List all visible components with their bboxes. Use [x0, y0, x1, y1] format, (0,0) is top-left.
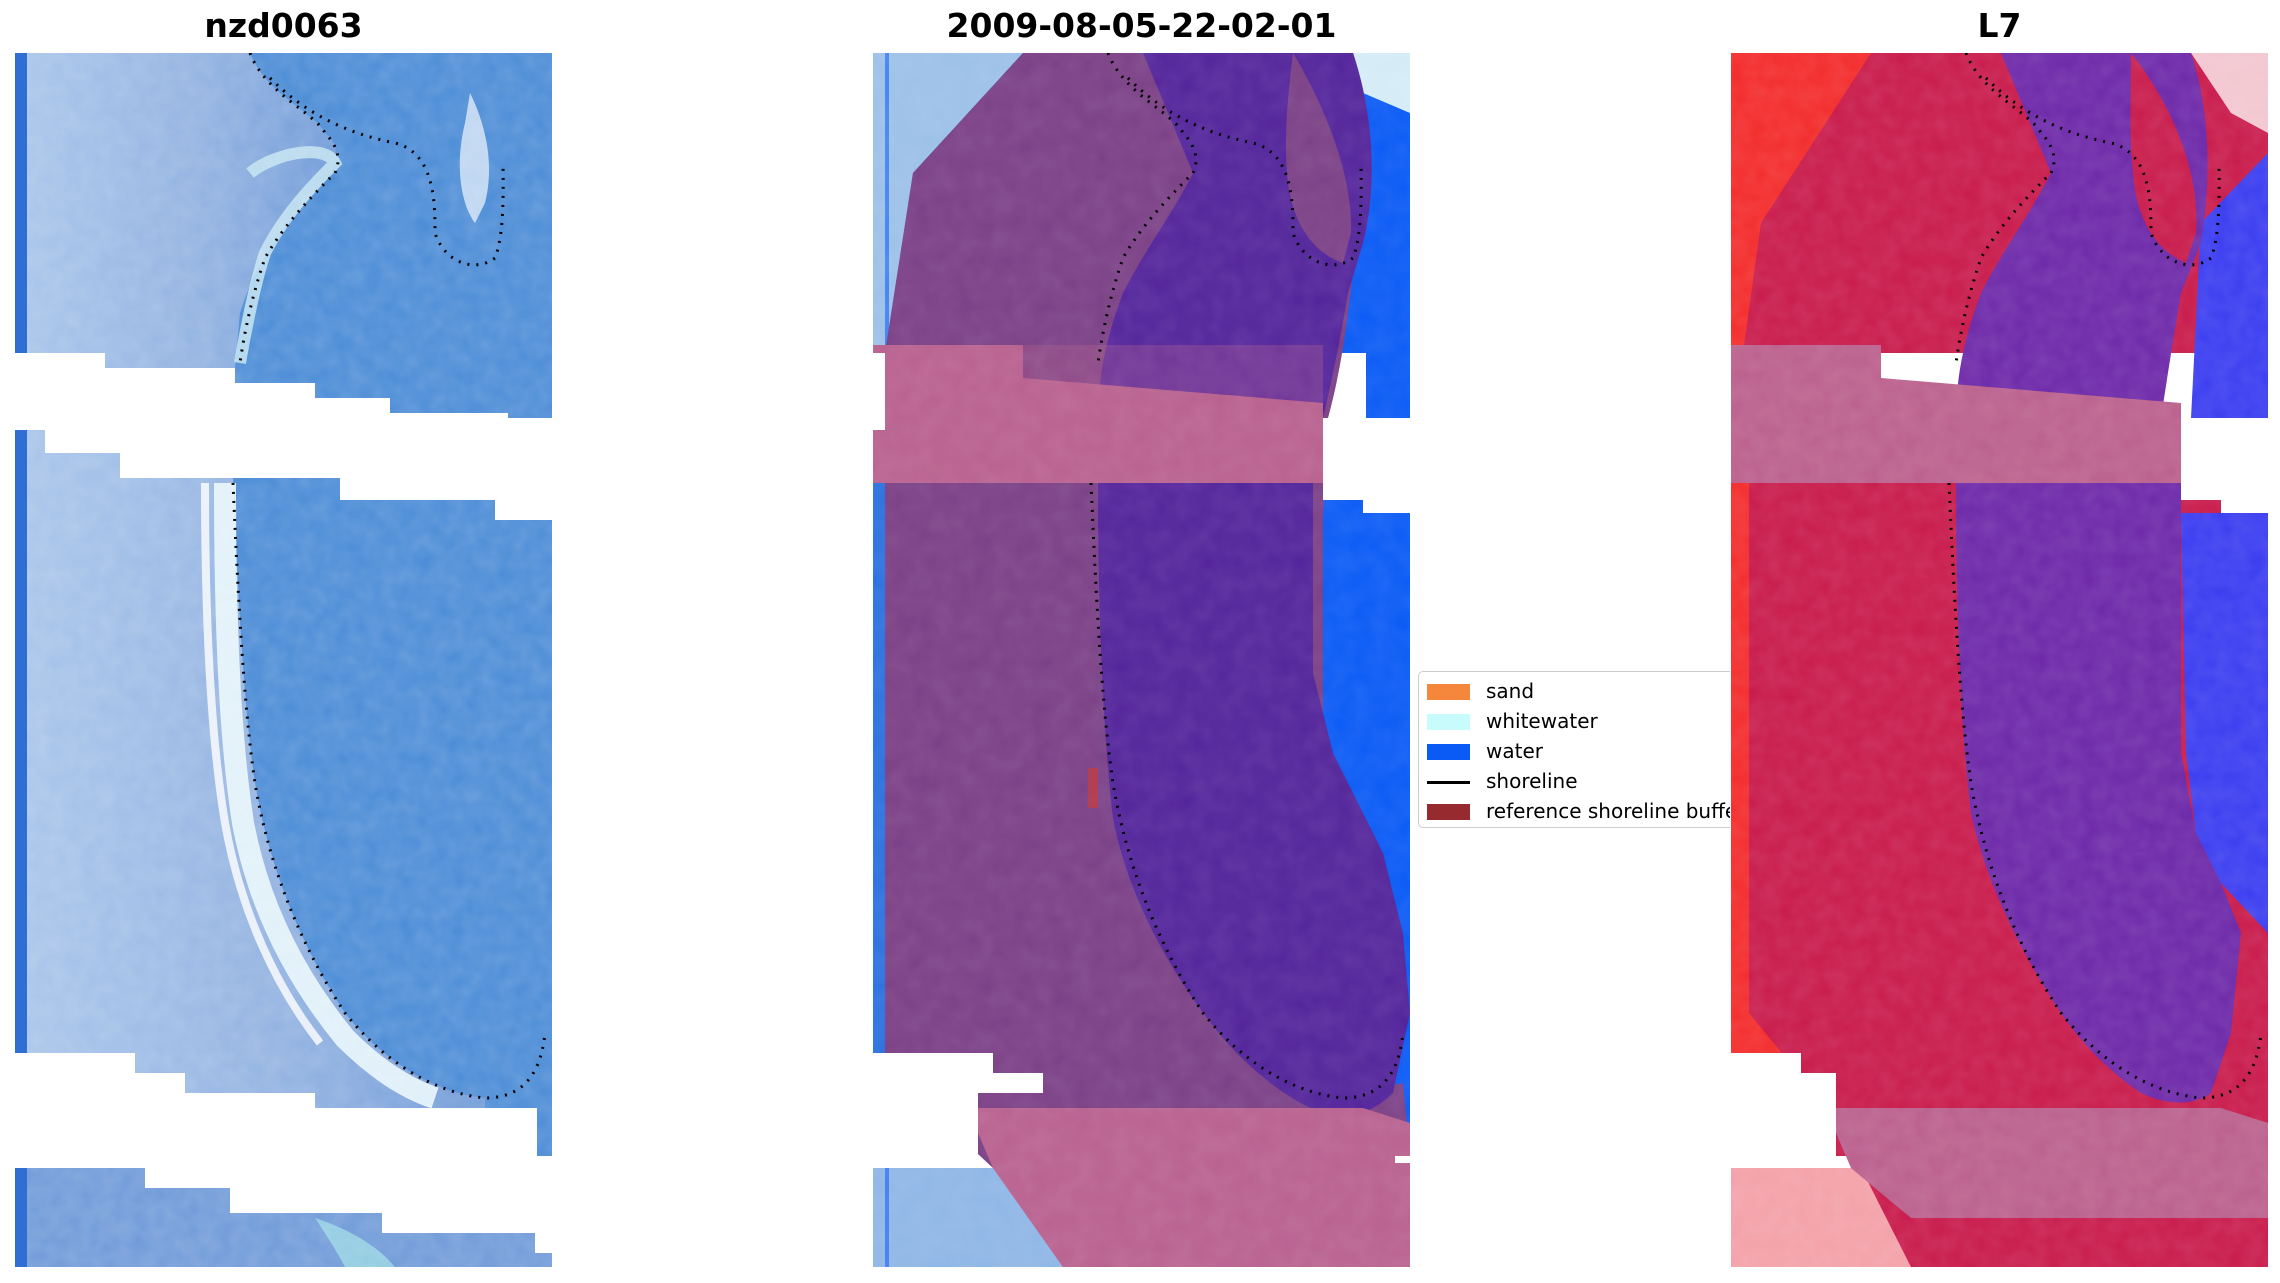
legend-line-shoreline — [1427, 781, 1470, 784]
index-image-panel — [1731, 53, 2268, 1267]
legend-label-reference-buffer: reference shoreline buffer — [1486, 799, 1730, 823]
legend: sand whitewater water shoreline referenc… — [1418, 671, 1730, 828]
legend-item-water: water — [1419, 736, 1730, 766]
nodata-gaps — [873, 353, 1410, 1168]
rgb-image-bottom — [15, 1168, 552, 1267]
legend-label-water: water — [1486, 739, 1543, 763]
classification-panel — [873, 53, 1410, 1267]
legend-item-whitewater: whitewater — [1419, 706, 1730, 736]
panel-title-classification: 2009-08-05-22-02-01 — [946, 6, 1337, 45]
rgb-image-panel — [15, 53, 552, 1267]
legend-item-shoreline: shoreline — [1419, 766, 1730, 796]
legend-swatch-reference-buffer — [1427, 804, 1470, 820]
sand-pixel-patch — [1088, 768, 1098, 808]
legend-label-shoreline: shoreline — [1486, 769, 1578, 793]
index-nodata-gaps — [1731, 418, 2268, 1168]
legend-label-sand: sand — [1486, 679, 1535, 703]
rgb-image-middle — [15, 430, 552, 1158]
legend-item-sand: sand — [1419, 676, 1730, 706]
legend-label-whitewater: whitewater — [1486, 709, 1598, 733]
legend-swatch-water — [1427, 744, 1470, 760]
rgb-image-top — [15, 53, 552, 418]
panel-title-rgb: nzd0063 — [204, 6, 363, 45]
legend-swatch-sand — [1427, 684, 1470, 700]
legend-swatch-whitewater — [1427, 714, 1470, 730]
panel-title-satellite: L7 — [1977, 6, 2022, 45]
legend-item-reference-buffer: reference shoreline buffer — [1419, 796, 1730, 826]
